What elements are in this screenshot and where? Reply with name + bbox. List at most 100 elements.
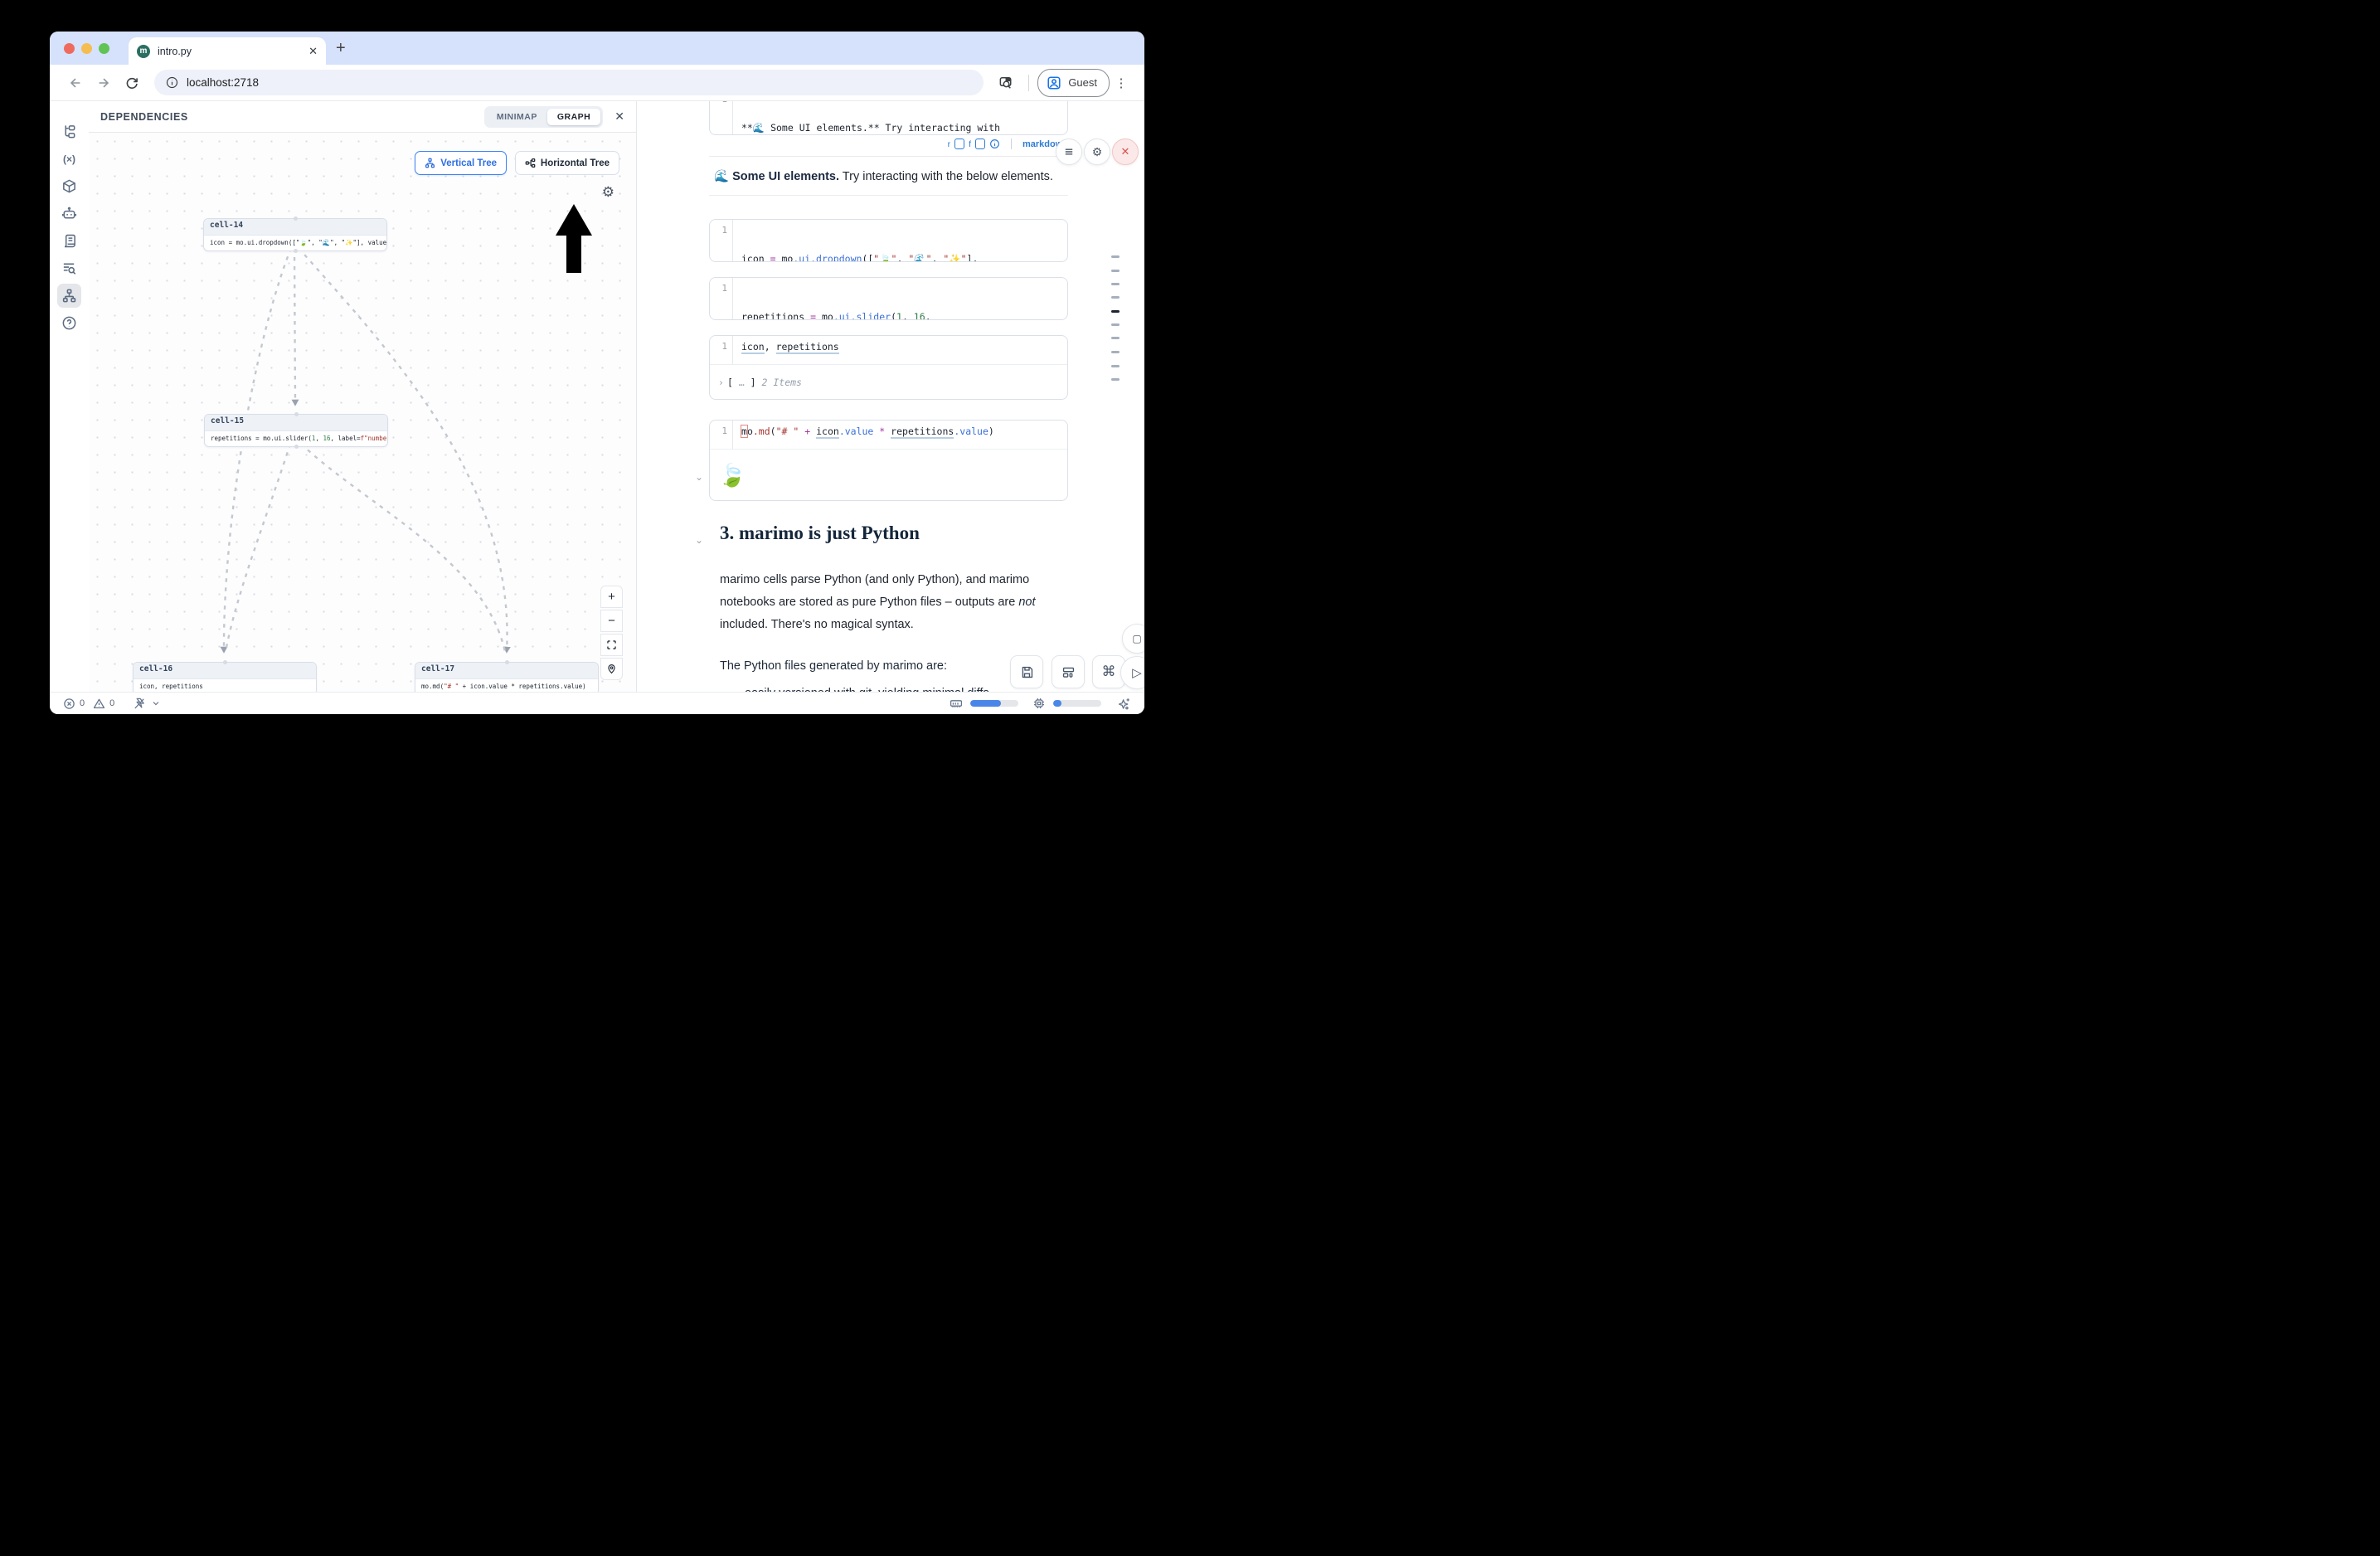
console-panel-button[interactable]: ▢ — [1122, 624, 1144, 654]
window-zoom-button[interactable] — [99, 43, 109, 54]
graph-settings-icon[interactable]: ⚙ — [601, 184, 614, 200]
tab-close-icon[interactable]: ✕ — [308, 44, 318, 57]
vertical-tree-button[interactable]: Vertical Tree — [415, 151, 507, 175]
slider-code-cell[interactable]: 1 repetitions = mo.ui.slider(1, 16, labe… — [709, 277, 1068, 320]
helper-sidebar: (×) — [50, 101, 90, 692]
file-tree-icon — [65, 125, 75, 139]
help-icon — [62, 316, 76, 330]
window-minimize-button[interactable] — [81, 43, 92, 54]
tab-minimap[interactable]: MINIMAP — [496, 111, 537, 122]
tab-search-icon[interactable] — [992, 75, 1020, 90]
scroll-icon — [64, 234, 75, 248]
app-content: (×) — [50, 101, 1144, 692]
dropdown-code-cell[interactable]: 1 icon = mo.ui.dropdown(["🍃", "🌊", "✨"],… — [709, 219, 1068, 262]
zoom-out-button[interactable]: − — [600, 610, 623, 632]
browser-menu-icon[interactable]: ⋮ — [1115, 75, 1128, 90]
line-number: 1 — [710, 421, 733, 449]
minimap-mark — [1111, 351, 1120, 353]
code-line: icon, repetitions — [741, 341, 839, 354]
minimap-mark — [1111, 378, 1120, 381]
sidebar-item-logs[interactable] — [57, 256, 81, 280]
run-shortcut-label: r — [947, 139, 951, 149]
node-code: mo.md("# " + icon.value * repetitions.va… — [421, 683, 586, 690]
refs-code-cell[interactable]: 1 icon, repetitions › [ … ] 2 Items — [709, 335, 1068, 400]
code-line: icon = mo.ui.dropdown(["🍃", "🌊", "✨"], — [741, 253, 979, 262]
play-icon: ▷ — [1132, 666, 1142, 680]
cell-footer: r f markdown — [709, 139, 1068, 149]
sidebar-item-packages[interactable] — [57, 174, 81, 198]
avatar-icon — [1047, 75, 1061, 90]
fit-view-button[interactable] — [600, 634, 623, 656]
close-x-icon: ✕ — [1120, 145, 1130, 158]
graph-canvas[interactable]: Vertical Tree Horizontal Tree ⚙ cell-14 … — [89, 133, 636, 692]
back-icon[interactable] — [61, 75, 90, 90]
errors-icon[interactable] — [63, 698, 75, 710]
horizontal-tree-label: Horizontal Tree — [540, 158, 610, 168]
dependency-tree-icon — [62, 289, 76, 303]
layout-button[interactable] — [1052, 655, 1085, 688]
markdown-output-text: 🌊 Some UI elements. Try interacting with… — [714, 169, 1053, 183]
window-close-button[interactable] — [64, 43, 75, 54]
site-info-icon[interactable] — [166, 76, 178, 89]
graph-node-cell-15[interactable]: cell-15 repetitions = mo.ui.slider(1, 16… — [204, 412, 388, 449]
markdown-code-cell[interactable]: 1 **🌊 Some UI elements.** Try interactin… — [709, 101, 1068, 135]
graph-node-cell-14[interactable]: cell-14 icon = mo.ui.dropdown(["🍃", "🌊",… — [203, 216, 387, 253]
cell-info-icon[interactable] — [989, 139, 1000, 149]
variables-icon: (×) — [63, 153, 75, 165]
markdown-output: 🌊 Some UI elements. Try interacting with… — [709, 156, 1068, 196]
sidebar-item-snippets[interactable] — [57, 229, 81, 253]
node-code: icon = mo.ui.dropdown(["🍃", "🌊", "✨"], v… — [210, 239, 386, 246]
panel-close-icon[interactable]: ✕ — [614, 109, 624, 123]
url-bar[interactable]: localhost:2718 — [154, 70, 984, 95]
sidebar-item-variables[interactable]: (×) — [57, 147, 81, 171]
locate-button[interactable] — [600, 658, 623, 680]
chevron-down-icon[interactable] — [151, 698, 161, 708]
graph-node-cell-17[interactable]: cell-17 mo.md("# " + icon.value * repeti… — [415, 660, 599, 692]
graph-node-cell-16[interactable]: cell-16 icon, repetitions — [133, 660, 317, 692]
new-tab-button[interactable]: + — [336, 39, 346, 57]
panel-header: DEPENDENCIES MINIMAP GRAPH ✕ — [89, 101, 636, 133]
zoom-in-button[interactable]: + — [600, 586, 623, 608]
browser-window: m intro.py ✕ + localhost:2718 — [50, 32, 1144, 714]
settings-button[interactable]: ⚙ — [1084, 139, 1110, 165]
reload-icon[interactable] — [118, 75, 146, 90]
emoji-output: 🍃 — [710, 449, 1067, 500]
marimo-favicon: m — [137, 44, 150, 58]
zoom-controls: + − — [600, 586, 623, 680]
format-off-icon[interactable] — [133, 697, 146, 710]
cpu-icon[interactable] — [1032, 697, 1046, 710]
forward-icon[interactable] — [90, 75, 118, 90]
panel-title: DEPENDENCIES — [100, 110, 188, 123]
vertical-tree-label: Vertical Tree — [440, 158, 497, 168]
browser-tab[interactable]: m intro.py ✕ — [129, 37, 326, 65]
cell-minimap[interactable] — [1111, 255, 1120, 384]
ai-sparkle-icon[interactable] — [1117, 697, 1131, 711]
expand-toggle-icon[interactable]: › — [718, 376, 724, 388]
sidebar-item-dependencies[interactable] — [57, 284, 81, 308]
line-number: 1 — [710, 278, 733, 319]
sidebar-item-files[interactable] — [57, 119, 81, 143]
shortcuts-button[interactable]: ⌘ — [1092, 655, 1125, 688]
memory-icon[interactable] — [950, 697, 963, 710]
horizontal-tree-button[interactable]: Horizontal Tree — [514, 151, 619, 175]
save-button[interactable] — [1010, 655, 1043, 688]
minimap-mark-active — [1111, 310, 1120, 313]
sidebar-item-ai-chat[interactable] — [57, 202, 81, 226]
md-call-code-cell[interactable]: 1 mo.md("# " + icon.value * repetitions.… — [709, 420, 1068, 501]
package-cube-icon — [63, 179, 75, 193]
node-id: cell-15 — [205, 415, 387, 431]
line-number: 1 — [710, 220, 733, 261]
code-line: mo.md("# " + icon.value * repetitions.va… — [741, 425, 994, 439]
keycap-icon — [954, 139, 965, 149]
minimap-mark — [1111, 283, 1120, 285]
sidebar-item-help[interactable] — [57, 311, 81, 335]
cell-collapse-icon[interactable]: ⌄ — [695, 471, 704, 483]
profile-button[interactable]: Guest — [1037, 68, 1110, 97]
notebook-menu-button[interactable] — [1056, 139, 1082, 165]
warnings-icon[interactable] — [93, 698, 105, 710]
tab-graph[interactable]: GRAPH — [546, 108, 601, 125]
section-collapse-icon[interactable]: ⌄ — [695, 534, 704, 546]
shutdown-button[interactable]: ✕ — [1112, 139, 1139, 165]
node-code: icon, repetitions — [139, 683, 203, 690]
minimap-mark — [1111, 296, 1120, 299]
